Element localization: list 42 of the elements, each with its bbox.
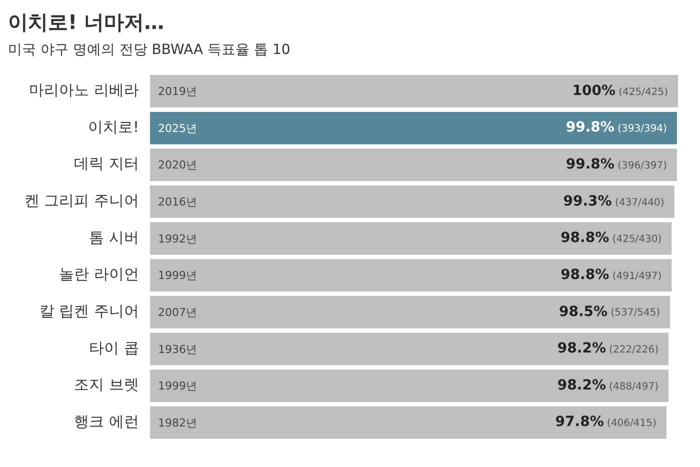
bar bbox=[150, 296, 670, 328]
annotation: 2025년 bbox=[158, 122, 197, 135]
bar bbox=[150, 406, 666, 439]
data-label: 99.8% (393/394) bbox=[566, 120, 668, 136]
annotation: 2007년 bbox=[158, 306, 197, 319]
data-label: 97.8% (406/415) bbox=[555, 414, 656, 430]
bar bbox=[150, 222, 672, 255]
data-label: 98.2% (488/497) bbox=[557, 377, 659, 394]
data-label: 99.3% (437/440) bbox=[563, 193, 664, 210]
data-label: 99.8% (396/397) bbox=[566, 156, 668, 172]
y-tick-label: 이치로! bbox=[88, 118, 139, 136]
data-label: 98.5% (537/545) bbox=[558, 304, 660, 320]
bar bbox=[150, 185, 674, 218]
annotation: 1992년 bbox=[158, 232, 197, 246]
y-tick-label: 조지 브렛 bbox=[74, 376, 139, 394]
data-label: 98.8% (425/430) bbox=[560, 230, 662, 246]
y-tick-label: 놀란 라이언 bbox=[59, 265, 139, 284]
data-label: 100% (425/425) bbox=[572, 82, 668, 99]
bar bbox=[150, 370, 668, 402]
chart-subtitle: 미국 야구 명예의 전당 BBWAA 득표율 톱 10 bbox=[8, 42, 290, 58]
y-tick-label: 데릭 지터 bbox=[74, 154, 139, 173]
annotation: 2019년 bbox=[158, 85, 197, 98]
y-tick-label: 타이 콥 bbox=[89, 338, 139, 357]
annotation: 2020년 bbox=[158, 158, 197, 172]
bar bbox=[150, 75, 678, 108]
y-tick-label: 톰 시버 bbox=[89, 228, 139, 246]
data-label: 98.2% (222/226) bbox=[557, 340, 659, 357]
bar bbox=[150, 332, 668, 366]
annotation: 1999년 bbox=[158, 269, 197, 282]
y-tick-label: 행크 에런 bbox=[74, 412, 139, 430]
chart-title: 이치로! 너마저… bbox=[8, 10, 164, 34]
annotation: 1982년 bbox=[158, 416, 197, 430]
annotation: 1936년 bbox=[158, 342, 197, 356]
bar bbox=[150, 112, 677, 144]
bar bbox=[150, 148, 677, 182]
y-tick-label: 마리아노 리베라 bbox=[29, 81, 139, 100]
y-tick-label: 칼 립켄 주니어 bbox=[39, 302, 139, 320]
annotation: 1999년 bbox=[158, 380, 197, 393]
y-tick-label: 켄 그리피 주니어 bbox=[24, 192, 139, 210]
bar bbox=[150, 259, 672, 292]
annotation: 2016년 bbox=[158, 196, 197, 209]
data-label: 98.8% (491/497) bbox=[560, 266, 662, 283]
